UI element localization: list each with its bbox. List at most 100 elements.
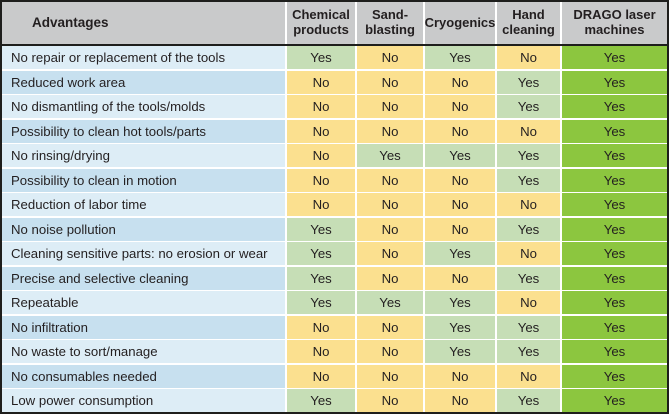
value-cell: Yes: [562, 193, 667, 216]
value-cell: Yes: [497, 340, 560, 363]
value-cell: Yes: [287, 389, 355, 412]
row-label: Repeatable: [2, 291, 285, 314]
value-cell: No: [287, 95, 355, 118]
value-cell: No: [287, 340, 355, 363]
value-cell: Yes: [425, 340, 495, 363]
row-label: Reduction of labor time: [2, 193, 285, 216]
value-cell: No: [497, 364, 560, 388]
table-header-row: Advantages Chemical products Sand-blasti…: [2, 2, 667, 44]
value-cell: No: [425, 217, 495, 241]
value-cell: Yes: [497, 266, 560, 290]
value-cell: No: [357, 95, 423, 118]
value-cell: Yes: [497, 95, 560, 118]
value-cell: Yes: [425, 144, 495, 167]
value-cell: Yes: [287, 242, 355, 265]
row-label: Possibility to clean hot tools/parts: [2, 119, 285, 143]
value-cell: Yes: [287, 217, 355, 241]
value-cell: No: [357, 364, 423, 388]
row-label: Reduced work area: [2, 70, 285, 94]
value-cell: Yes: [562, 315, 667, 339]
value-cell: Yes: [425, 315, 495, 339]
value-cell: Yes: [562, 119, 667, 143]
column-header-drago-laser-machines: DRAGO laser machines: [562, 2, 667, 44]
row-label: No waste to sort/manage: [2, 340, 285, 363]
value-cell: Yes: [562, 144, 667, 167]
value-cell: No: [357, 119, 423, 143]
value-cell: Yes: [562, 168, 667, 192]
value-cell: No: [357, 46, 423, 69]
value-cell: No: [425, 389, 495, 412]
value-cell: Yes: [497, 168, 560, 192]
value-cell: No: [357, 340, 423, 363]
column-header-chemical-products: Chemical products: [287, 2, 355, 44]
value-cell: No: [497, 46, 560, 69]
value-cell: No: [425, 266, 495, 290]
value-cell: Yes: [497, 144, 560, 167]
value-cell: No: [497, 193, 560, 216]
row-label: No repair or replacement of the tools: [2, 46, 285, 69]
value-cell: No: [425, 119, 495, 143]
value-cell: Yes: [287, 291, 355, 314]
value-cell: No: [287, 364, 355, 388]
value-cell: Yes: [562, 291, 667, 314]
value-cell: No: [357, 266, 423, 290]
value-cell: Yes: [497, 70, 560, 94]
value-cell: Yes: [357, 291, 423, 314]
value-cell: No: [287, 119, 355, 143]
value-cell: Yes: [562, 340, 667, 363]
value-cell: No: [425, 193, 495, 216]
column-header-hand-cleaning: Hand cleaning: [497, 2, 560, 44]
row-label: No rinsing/drying: [2, 144, 285, 167]
row-label: Precise and selective cleaning: [2, 266, 285, 290]
value-cell: No: [357, 389, 423, 412]
value-cell: Yes: [562, 46, 667, 69]
value-cell: No: [357, 315, 423, 339]
row-label: Low power consumption: [2, 389, 285, 412]
row-label: No dismantling of the tools/molds: [2, 95, 285, 118]
value-cell: No: [357, 242, 423, 265]
value-cell: Yes: [562, 242, 667, 265]
value-cell: Yes: [425, 46, 495, 69]
value-cell: No: [425, 70, 495, 94]
value-cell: No: [287, 144, 355, 167]
value-cell: No: [497, 242, 560, 265]
value-cell: No: [497, 291, 560, 314]
row-label: No noise pollution: [2, 217, 285, 241]
value-cell: No: [287, 193, 355, 216]
column-header-advantages: Advantages: [2, 2, 285, 44]
value-cell: No: [357, 193, 423, 216]
value-cell: No: [497, 119, 560, 143]
value-cell: Yes: [562, 364, 667, 388]
value-cell: Yes: [425, 242, 495, 265]
value-cell: Yes: [562, 266, 667, 290]
value-cell: Yes: [425, 291, 495, 314]
value-cell: Yes: [357, 144, 423, 167]
value-cell: Yes: [562, 217, 667, 241]
value-cell: Yes: [497, 217, 560, 241]
value-cell: No: [425, 95, 495, 118]
value-cell: No: [287, 315, 355, 339]
value-cell: No: [357, 70, 423, 94]
value-cell: Yes: [562, 389, 667, 412]
value-cell: No: [357, 217, 423, 241]
value-cell: Yes: [562, 70, 667, 94]
value-cell: Yes: [287, 266, 355, 290]
row-label: Possibility to clean in motion: [2, 168, 285, 192]
row-label: Cleaning sensitive parts: no erosion or …: [2, 242, 285, 265]
column-header-cryogenics: Cryogenics: [425, 2, 495, 44]
value-cell: No: [287, 70, 355, 94]
row-label: No infiltration: [2, 315, 285, 339]
header-divider: [2, 44, 667, 46]
value-cell: Yes: [287, 46, 355, 69]
value-cell: No: [357, 168, 423, 192]
value-cell: Yes: [497, 389, 560, 412]
row-label: No consumables needed: [2, 364, 285, 388]
value-cell: No: [425, 364, 495, 388]
value-cell: No: [287, 168, 355, 192]
value-cell: No: [425, 168, 495, 192]
column-header-sand-blasting: Sand-blasting: [357, 2, 423, 44]
value-cell: Yes: [497, 315, 560, 339]
table-body: No repair or replacement of the tools Yes…: [2, 46, 667, 412]
value-cell: Yes: [562, 95, 667, 118]
